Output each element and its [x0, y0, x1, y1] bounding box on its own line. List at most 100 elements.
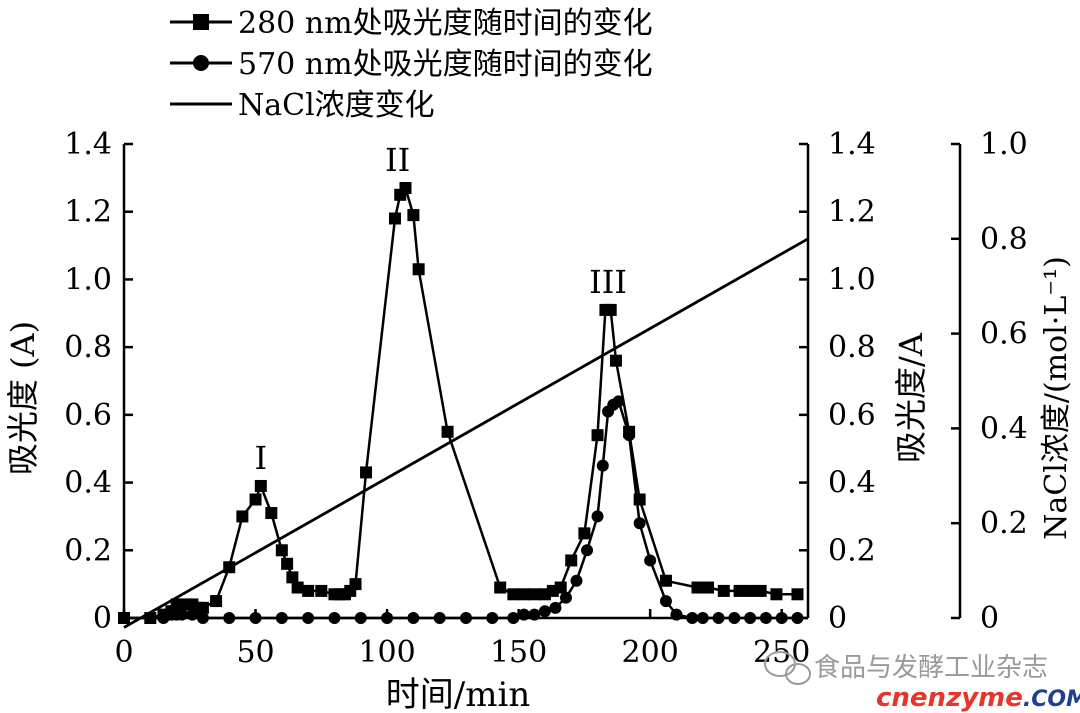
- x-tick-label: 0: [114, 635, 133, 670]
- legend-entry-570nm: 570 nm处吸光度随时间的变化: [170, 47, 653, 82]
- data-point-square: [315, 584, 328, 597]
- data-point-circle: [275, 612, 288, 624]
- series-line: [124, 186, 798, 620]
- data-point-circle: [775, 612, 788, 624]
- y-tick-label-nacl: 0.8: [980, 222, 1028, 257]
- x-tick-label: 100: [358, 635, 415, 670]
- y-tick-label-left: 0: [93, 601, 112, 636]
- data-point-circle: [196, 612, 209, 624]
- data-point-circle: [354, 612, 367, 624]
- data-point-square: [286, 571, 299, 584]
- data-point-square: [249, 493, 262, 506]
- y-tick-label-nacl: 0: [980, 601, 999, 636]
- y-tick-label-right-absorbance: 0.2: [828, 533, 876, 568]
- data-point-square: [659, 574, 672, 587]
- y-axis-title-right-absorbance: 吸光度/A: [892, 332, 930, 463]
- data-point-circle: [659, 595, 672, 608]
- series-0: [118, 182, 804, 624]
- watermark-site-suffix: .COM: [1023, 687, 1080, 712]
- data-point-circle: [175, 608, 188, 621]
- y-tick-label-right-absorbance: 1.0: [828, 262, 876, 297]
- legend-label-570nm: 570 nm处吸光度随时间的变化: [238, 47, 653, 82]
- data-point-circle: [696, 612, 709, 624]
- data-point-circle: [549, 601, 562, 614]
- data-point-circle: [407, 612, 420, 624]
- y-tick-label-left: 1.0: [64, 262, 112, 297]
- data-point-circle: [728, 612, 741, 624]
- data-point-circle: [623, 429, 636, 442]
- y-tick-label-left: 0.2: [64, 533, 112, 568]
- x-tick-label: 50: [236, 635, 274, 670]
- data-point-square: [360, 466, 373, 479]
- data-point-square: [507, 588, 520, 601]
- data-point-square: [265, 507, 278, 520]
- data-point-circle: [633, 517, 646, 530]
- data-point-circle: [670, 608, 683, 621]
- y-tick-label-right-absorbance: 0.8: [828, 330, 876, 365]
- x-tick-label: 200: [622, 635, 679, 670]
- data-point-circle: [118, 612, 130, 624]
- watermark-site-band: [873, 680, 1080, 713]
- data-point-square: [281, 557, 294, 570]
- data-point-square: [791, 588, 804, 601]
- data-point-square: [399, 182, 412, 195]
- watermark-site-name: cnenzyme: [876, 683, 1023, 713]
- data-point-circle: [249, 612, 262, 624]
- data-point-circle: [186, 608, 199, 621]
- data-point-square: [717, 584, 730, 597]
- series-2: [123, 237, 809, 629]
- peak-label: II: [385, 141, 410, 179]
- data-point-square: [412, 263, 425, 276]
- data-point-circle: [328, 612, 341, 624]
- y-tick-label-nacl: 0.6: [980, 317, 1028, 352]
- data-point-circle: [559, 591, 572, 604]
- data-point-circle: [612, 395, 625, 408]
- legend-label-nacl: NaCl浓度变化: [238, 88, 435, 123]
- data-point-square: [407, 209, 420, 222]
- data-point-circle: [644, 554, 657, 567]
- data-point-square: [441, 425, 454, 438]
- data-point-circle: [570, 574, 583, 587]
- y-tick-label-left: 0.4: [64, 466, 112, 501]
- legend-label-280nm: 280 nm处吸光度随时间的变化: [238, 6, 653, 41]
- data-point-square: [691, 581, 704, 594]
- y-tick-label-left: 1.4: [64, 127, 112, 162]
- legend-entry-nacl: NaCl浓度变化: [170, 88, 435, 123]
- data-point-circle: [528, 608, 541, 621]
- data-point-square: [754, 584, 767, 597]
- peak-label: III: [589, 263, 627, 301]
- data-point-square: [196, 601, 209, 614]
- y-tick-label-right-absorbance: 0: [828, 601, 847, 636]
- y-axis-title-left: 吸光度 (A): [4, 321, 42, 475]
- series-1: [118, 395, 804, 624]
- data-point-square: [302, 584, 315, 597]
- data-point-square: [702, 581, 715, 594]
- data-point-square: [744, 584, 757, 597]
- legend: 280 nm处吸光度随时间的变化 570 nm处吸光度随时间的变化 NaCl浓度…: [170, 6, 653, 123]
- data-point-circle: [538, 605, 551, 618]
- data-point-circle: [686, 612, 699, 624]
- data-point-circle: [507, 612, 520, 624]
- y-tick-label-right-absorbance: 1.2: [828, 195, 876, 230]
- data-point-square: [733, 584, 746, 597]
- y-tick-label-nacl: 0.4: [980, 411, 1028, 446]
- watermark-site-text: cnenzyme.COM: [876, 683, 1080, 713]
- data-point-circle: [433, 612, 446, 624]
- y-tick-label-left: 0.8: [64, 330, 112, 365]
- data-point-circle: [223, 612, 236, 624]
- x-axis-title: 时间/min: [386, 675, 530, 713]
- data-point-square: [565, 554, 578, 567]
- data-point-square: [591, 429, 604, 442]
- data-point-square: [554, 581, 567, 594]
- data-point-circle: [581, 544, 594, 557]
- data-point-square: [349, 578, 362, 591]
- x-tick-label: 150: [490, 635, 547, 670]
- y-tick-label-right-absorbance: 0.4: [828, 466, 876, 501]
- series-line: [123, 237, 809, 629]
- data-point-square: [604, 303, 617, 316]
- y-tick-label-right-absorbance: 1.4: [828, 127, 876, 162]
- data-point-square: [609, 354, 622, 367]
- y-tick-label-left: 0.6: [64, 398, 112, 433]
